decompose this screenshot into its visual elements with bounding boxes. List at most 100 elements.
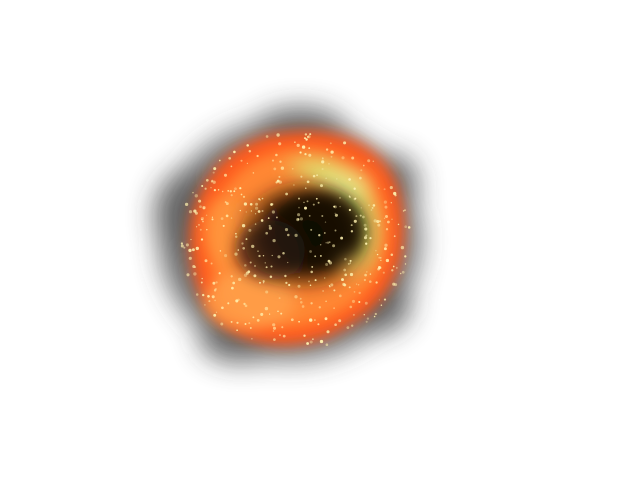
spark-particle	[297, 213, 301, 217]
spark-particle	[251, 337, 253, 340]
spark-particle	[316, 174, 319, 177]
spark-particle	[334, 213, 338, 217]
spark-particle	[199, 228, 202, 231]
spark-particle	[365, 242, 368, 245]
spark-particle	[317, 323, 320, 326]
spark-particle	[319, 254, 322, 257]
spark-particle	[351, 299, 356, 303]
spark-particle	[325, 148, 329, 151]
spark-particle	[264, 306, 269, 311]
spark-particle	[330, 150, 334, 154]
spark-particle	[230, 217, 233, 219]
spark-particle	[258, 254, 261, 258]
spark-particle	[231, 286, 234, 290]
spark-particle	[334, 212, 336, 214]
spark-particle	[271, 159, 275, 162]
spark-particle	[378, 220, 382, 223]
spark-particle	[270, 203, 273, 206]
spark-particle	[192, 191, 194, 194]
spark-particle	[221, 306, 224, 310]
spark-particle	[272, 238, 276, 243]
spark-particle	[328, 241, 331, 244]
spark-particle	[320, 244, 322, 246]
spark-particle	[348, 178, 351, 181]
spark-particle	[338, 196, 342, 199]
spark-particle	[380, 257, 382, 259]
spark-particle	[250, 210, 253, 212]
spark-particle	[312, 174, 316, 178]
spark-particle	[350, 230, 354, 233]
spark-particle	[248, 228, 252, 232]
spark-particle	[230, 194, 233, 197]
spark-particle	[260, 219, 264, 222]
spark-particle	[306, 200, 309, 203]
spark-particle	[380, 304, 383, 307]
spark-particle	[334, 229, 337, 232]
spark-particle	[343, 283, 347, 287]
spark-particle	[190, 238, 192, 241]
spark-particle	[311, 338, 314, 341]
spark-particle	[218, 272, 221, 275]
spark-particle	[210, 262, 213, 265]
spark-particle	[206, 228, 208, 231]
spark-particle	[373, 315, 376, 318]
spark-particle	[253, 264, 257, 268]
spark-particle	[207, 294, 210, 298]
spark-particle	[364, 227, 368, 231]
spark-particle	[378, 187, 380, 189]
spark-particle	[322, 157, 324, 159]
spark-particle	[180, 244, 184, 248]
spark-particle	[234, 187, 237, 191]
spark-particle	[367, 159, 371, 163]
spark-particle	[192, 264, 196, 269]
spark-particle	[259, 281, 261, 284]
spark-particle	[326, 330, 330, 334]
spark-particle	[265, 266, 268, 269]
spark-particle	[352, 313, 355, 316]
spark-particle	[383, 200, 387, 204]
spark-particle	[299, 151, 302, 154]
spark-particle	[363, 236, 368, 240]
spark-particle	[378, 256, 381, 259]
spark-particle	[225, 202, 229, 206]
spark-particle	[325, 300, 327, 303]
spark-particle	[255, 206, 259, 210]
spark-particle	[229, 190, 232, 193]
spark-particle	[225, 214, 229, 218]
spark-particle	[244, 323, 247, 325]
spark-particle	[384, 243, 388, 247]
spark-particle	[321, 167, 324, 171]
spark-particle	[246, 162, 249, 165]
spark-particle	[404, 263, 407, 265]
spark-particle	[404, 209, 406, 212]
spark-particle	[364, 273, 367, 277]
spark-particle	[310, 270, 313, 274]
spark-particle	[368, 204, 370, 207]
spark-particle	[241, 242, 244, 245]
spark-particle	[215, 311, 218, 313]
spark-particle	[291, 167, 294, 170]
spark-particle	[380, 259, 382, 261]
spark-particle	[353, 187, 356, 190]
spark-particle	[213, 188, 217, 192]
spark-particle	[258, 198, 261, 200]
spark-particle	[370, 209, 373, 211]
spark-particle	[369, 237, 372, 240]
spark-particle	[265, 290, 269, 294]
spark-particle	[359, 176, 362, 180]
spark-particle	[202, 207, 206, 210]
spark-particle	[185, 243, 189, 247]
spark-particle	[204, 187, 207, 190]
spark-particle	[397, 223, 400, 226]
spark-particle	[240, 193, 243, 196]
spark-particle	[325, 343, 329, 346]
spark-particle	[348, 286, 351, 289]
spark-particle	[344, 257, 347, 261]
spark-particle	[239, 187, 242, 190]
spark-particle	[309, 340, 313, 344]
spark-particle	[392, 282, 396, 286]
spark-particle	[304, 206, 307, 210]
spark-particle	[319, 184, 324, 188]
spark-particle	[236, 329, 238, 332]
